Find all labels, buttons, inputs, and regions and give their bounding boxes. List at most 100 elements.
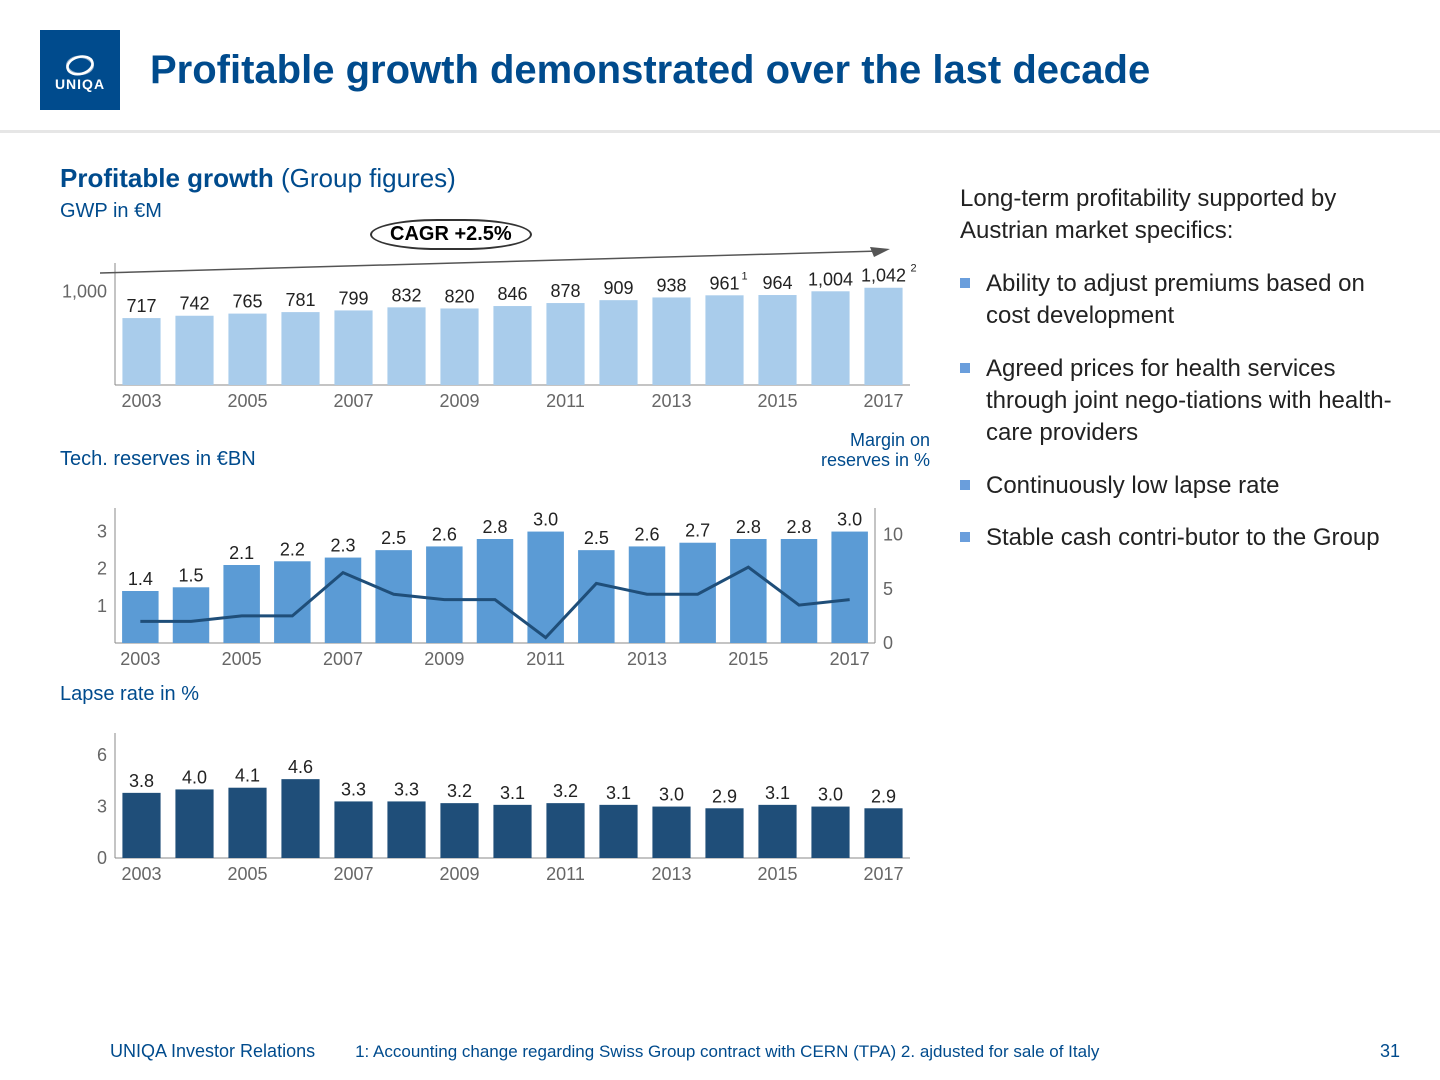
svg-text:5: 5 bbox=[883, 578, 893, 598]
svg-text:2.3: 2.3 bbox=[330, 535, 355, 555]
svg-text:3.1: 3.1 bbox=[765, 782, 790, 802]
svg-text:2011: 2011 bbox=[526, 649, 565, 669]
svg-text:2.2: 2.2 bbox=[280, 539, 305, 559]
footer: UNIQA Investor Relations 1: Accounting c… bbox=[0, 1041, 1440, 1062]
svg-text:3.0: 3.0 bbox=[818, 784, 843, 804]
footer-note: 1: Accounting change regarding Swiss Gro… bbox=[355, 1042, 1380, 1062]
side-bullet: Agreed prices for health services throug… bbox=[960, 353, 1400, 450]
svg-text:2.5: 2.5 bbox=[381, 528, 406, 548]
svg-text:2015: 2015 bbox=[728, 649, 768, 669]
svg-text:1,000: 1,000 bbox=[62, 282, 107, 302]
side-intro: Long-term profitability supported by Aus… bbox=[960, 183, 1400, 248]
svg-text:820: 820 bbox=[444, 286, 474, 306]
svg-text:2005: 2005 bbox=[227, 864, 267, 884]
svg-text:3.8: 3.8 bbox=[129, 770, 154, 790]
svg-text:2011: 2011 bbox=[546, 864, 585, 884]
uniqa-ring-icon bbox=[63, 48, 97, 76]
svg-text:3.3: 3.3 bbox=[394, 779, 419, 799]
svg-text:1: 1 bbox=[742, 270, 748, 282]
svg-text:3: 3 bbox=[97, 521, 107, 541]
svg-text:2.8: 2.8 bbox=[482, 517, 507, 537]
svg-text:1,042: 1,042 bbox=[861, 266, 906, 286]
svg-text:4.6: 4.6 bbox=[288, 757, 313, 777]
svg-text:2007: 2007 bbox=[333, 391, 373, 411]
svg-text:2007: 2007 bbox=[333, 864, 373, 884]
svg-text:717: 717 bbox=[126, 296, 156, 316]
svg-text:2005: 2005 bbox=[222, 649, 262, 669]
svg-text:3.2: 3.2 bbox=[553, 781, 578, 801]
svg-text:964: 964 bbox=[762, 273, 792, 293]
svg-text:2: 2 bbox=[911, 263, 917, 275]
svg-text:3.2: 3.2 bbox=[447, 781, 472, 801]
svg-text:2.8: 2.8 bbox=[736, 517, 761, 537]
svg-text:2015: 2015 bbox=[757, 864, 797, 884]
svg-text:765: 765 bbox=[232, 292, 262, 312]
svg-text:938: 938 bbox=[656, 275, 686, 295]
svg-text:2013: 2013 bbox=[651, 391, 691, 411]
svg-text:742: 742 bbox=[179, 294, 209, 314]
svg-text:781: 781 bbox=[285, 290, 315, 310]
svg-text:2.5: 2.5 bbox=[584, 528, 609, 548]
svg-text:2: 2 bbox=[97, 558, 107, 578]
svg-text:2003: 2003 bbox=[120, 649, 160, 669]
footer-source: UNIQA Investor Relations bbox=[110, 1041, 315, 1062]
side-bullet: Ability to adjust premiums based on cost… bbox=[960, 268, 1400, 333]
chart2-labels: Tech. reserves in €BN Margin on reserves… bbox=[60, 425, 930, 473]
chart2-label-left: Tech. reserves in €BN bbox=[60, 448, 256, 471]
footer-page: 31 bbox=[1380, 1041, 1400, 1062]
svg-text:2005: 2005 bbox=[227, 391, 267, 411]
svg-text:0: 0 bbox=[97, 848, 107, 868]
section-title-light: (Group figures) bbox=[274, 163, 456, 193]
svg-text:2017: 2017 bbox=[830, 649, 870, 669]
svg-text:6: 6 bbox=[97, 745, 107, 765]
svg-text:846: 846 bbox=[497, 284, 527, 304]
brand-name: UNIQA bbox=[55, 76, 105, 92]
svg-text:2015: 2015 bbox=[757, 391, 797, 411]
chart1-label: GWP in €M bbox=[60, 200, 930, 223]
svg-text:2017: 2017 bbox=[863, 864, 903, 884]
content: Profitable growth (Group figures) GWP in… bbox=[0, 133, 1440, 898]
svg-text:2.8: 2.8 bbox=[786, 517, 811, 537]
svg-text:1.5: 1.5 bbox=[178, 565, 203, 585]
svg-text:2.6: 2.6 bbox=[432, 524, 457, 544]
svg-text:3: 3 bbox=[97, 796, 107, 816]
header: UNIQA Profitable growth demonstrated ove… bbox=[0, 0, 1440, 130]
svg-text:909: 909 bbox=[603, 278, 633, 298]
svg-text:2007: 2007 bbox=[323, 649, 363, 669]
chart-gwp: CAGR +2.5% 1,000717742765781799832820846… bbox=[60, 225, 930, 415]
svg-text:2009: 2009 bbox=[439, 864, 479, 884]
chart-lapse: 0363.84.04.14.63.33.33.23.13.23.13.02.93… bbox=[60, 708, 930, 888]
svg-text:2017: 2017 bbox=[863, 391, 903, 411]
svg-text:3.3: 3.3 bbox=[341, 779, 366, 799]
side-text: Long-term profitability supported by Aus… bbox=[960, 163, 1400, 898]
svg-text:3.1: 3.1 bbox=[500, 782, 525, 802]
side-bullet: Stable cash contri-butor to the Group bbox=[960, 522, 1400, 554]
svg-text:2.1: 2.1 bbox=[229, 543, 254, 563]
chart2-label-right: Margin on reserves in % bbox=[821, 431, 930, 471]
charts-column: Profitable growth (Group figures) GWP in… bbox=[60, 163, 930, 898]
svg-text:1: 1 bbox=[97, 595, 107, 615]
svg-text:3.0: 3.0 bbox=[659, 784, 684, 804]
svg-text:878: 878 bbox=[550, 281, 580, 301]
svg-text:832: 832 bbox=[391, 285, 421, 305]
svg-text:2.7: 2.7 bbox=[685, 520, 710, 540]
svg-text:2003: 2003 bbox=[121, 391, 161, 411]
cagr-callout: CAGR +2.5% bbox=[370, 219, 532, 250]
svg-text:3.0: 3.0 bbox=[837, 509, 862, 529]
section-title-bold: Profitable growth bbox=[60, 163, 274, 193]
svg-text:2.9: 2.9 bbox=[871, 786, 896, 806]
svg-text:3.1: 3.1 bbox=[606, 782, 631, 802]
brand-logo: UNIQA bbox=[40, 30, 120, 110]
svg-text:0: 0 bbox=[883, 633, 893, 653]
svg-text:10: 10 bbox=[883, 524, 903, 544]
section-title: Profitable growth (Group figures) bbox=[60, 163, 930, 194]
svg-text:4.1: 4.1 bbox=[235, 765, 260, 785]
svg-text:2.9: 2.9 bbox=[712, 786, 737, 806]
svg-text:1.4: 1.4 bbox=[128, 569, 153, 589]
page-title: Profitable growth demonstrated over the … bbox=[150, 48, 1150, 93]
svg-text:799: 799 bbox=[338, 288, 368, 308]
svg-text:2013: 2013 bbox=[651, 864, 691, 884]
svg-text:2009: 2009 bbox=[439, 391, 479, 411]
chart-reserves: 12305101.41.52.12.22.32.52.62.83.02.52.6… bbox=[60, 473, 930, 673]
svg-text:1,004: 1,004 bbox=[808, 269, 853, 289]
